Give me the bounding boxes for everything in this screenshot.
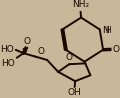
Text: O: O — [38, 47, 45, 56]
Text: NH₂: NH₂ — [72, 0, 89, 9]
Text: OH: OH — [68, 88, 81, 98]
Text: O: O — [24, 37, 31, 46]
Text: O: O — [113, 45, 120, 54]
Text: HO: HO — [0, 45, 14, 54]
Text: H: H — [105, 26, 111, 35]
Text: N: N — [103, 26, 109, 35]
Text: HO: HO — [2, 59, 15, 68]
Text: O: O — [65, 53, 72, 62]
Text: P: P — [21, 48, 26, 57]
